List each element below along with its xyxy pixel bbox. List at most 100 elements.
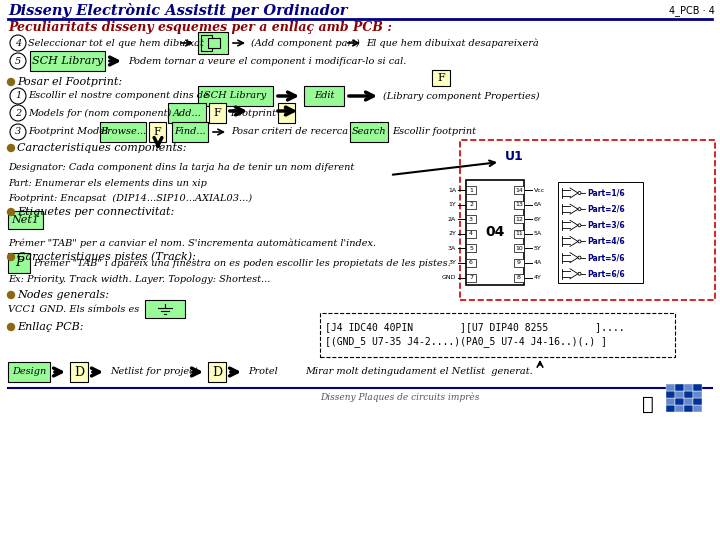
Text: 1: 1 [469,187,473,192]
Bar [168,103,206,123]
Circle shape [10,53,26,69]
Text: P: P [15,256,23,269]
Text: Seleccionar tot el que hem dibuixat: Seleccionar tot el que hem dibuixat [28,38,204,48]
Bar [693,398,702,405]
Bar [304,86,344,106]
Text: 4: 4 [15,38,21,48]
Bar [514,215,524,223]
Text: 6Y: 6Y [534,217,541,221]
Bar [466,230,476,238]
Text: Caracteristiques components:: Caracteristiques components: [17,143,186,153]
Circle shape [7,292,14,299]
Bar [666,405,675,412]
Bar [514,273,524,281]
Text: GND: GND [441,275,456,280]
Circle shape [10,88,26,104]
Circle shape [578,208,581,211]
Bar [466,244,476,252]
Text: 7: 7 [469,275,473,280]
Text: 9: 9 [517,260,521,266]
Text: SCH Library: SCH Library [32,56,103,66]
Circle shape [10,35,26,51]
Bar [693,405,702,412]
Circle shape [7,145,14,152]
Bar [30,51,105,71]
Text: Posar criteri de recerca: Posar criteri de recerca [231,127,348,137]
Circle shape [7,253,14,260]
Bar [514,259,524,267]
Bar [666,384,675,391]
Text: 2: 2 [15,109,21,118]
Bar [514,230,524,238]
Bar [350,122,388,142]
Text: Peculiaritats disseny esquemes per a enllaç amb PCB :: Peculiaritats disseny esquemes per a enl… [8,21,392,33]
Text: Find...: Find... [174,127,206,137]
Text: Part=3/6: Part=3/6 [587,221,625,230]
Text: 3A: 3A [448,246,456,251]
Text: 13: 13 [515,202,523,207]
Bar [684,384,693,391]
Text: Net1: Net1 [12,215,40,225]
Bar [514,244,524,252]
Bar [201,35,212,51]
Text: 2: 2 [469,202,473,207]
Circle shape [7,78,14,85]
Circle shape [7,208,14,215]
Text: D: D [212,366,222,379]
Text: Prémer "TAB" per a canviar el nom. S'incrementa automàticament l'index.: Prémer "TAB" per a canviar el nom. S'inc… [8,238,376,248]
Text: Part=5/6: Part=5/6 [587,253,624,262]
Text: 3Y: 3Y [448,260,456,266]
Text: F: F [437,73,445,83]
Circle shape [578,256,581,259]
Bar [466,273,476,281]
Bar [145,300,185,318]
Bar [684,391,693,398]
Text: (Library component Properties): (Library component Properties) [383,91,539,100]
Text: SCH Library: SCH Library [204,91,266,100]
Text: [(GND_5 U7-35 J4-2....)(PA0_5 U7-4 J4-16..)(.) ]: [(GND_5 U7-35 J4-2....)(PA0_5 U7-4 J4-16… [325,336,607,347]
Bar [514,200,524,208]
Text: 5Y: 5Y [534,246,541,251]
Text: [J4 IDC40 40PIN        ][U7 DIP40 8255        ]....: [J4 IDC40 40PIN ][U7 DIP40 8255 ].... [325,322,625,332]
Text: U1: U1 [505,151,523,164]
Text: Search: Search [351,127,387,137]
Text: Ex: Priority. Track width. Layer. Topology: Shortest...: Ex: Priority. Track width. Layer. Topolo… [8,275,271,285]
Text: Escollir footprint: Escollir footprint [392,127,476,137]
Bar [466,259,476,267]
Text: 6: 6 [469,260,473,266]
Text: Part: Enumerar els elements dins un xip: Part: Enumerar els elements dins un xip [8,179,207,187]
Text: 6A: 6A [534,202,542,207]
Text: Disseny Electrònic Assistit per Ordinador: Disseny Electrònic Assistit per Ordinado… [8,3,348,18]
Text: F: F [283,108,290,118]
Bar [100,122,146,142]
Circle shape [578,224,581,227]
Bar [149,122,166,142]
Circle shape [578,272,581,275]
Text: 1Y: 1Y [449,202,456,207]
Text: 4A: 4A [534,260,542,266]
Text: Design: Design [12,368,46,376]
Bar [666,398,675,405]
Bar [70,362,88,382]
Bar [466,200,476,208]
Text: Etiquetes per connectivitat:: Etiquetes per connectivitat: [17,207,174,217]
Text: Edit: Edit [314,91,334,100]
Text: Footprint: Footprint [230,109,276,118]
Circle shape [578,240,581,243]
Text: Add...: Add... [173,109,202,118]
Text: Posar el Footprint:: Posar el Footprint: [17,77,122,87]
Text: Browse...: Browse... [100,127,146,137]
Bar [684,405,693,412]
Text: 14: 14 [515,187,523,192]
Bar [320,313,675,357]
Text: Prémer "TAB" i apareix una finestra on es poden escollir les propietats de les p: Prémer "TAB" i apareix una finestra on e… [33,258,451,268]
Text: Vcc: Vcc [534,187,545,192]
Text: Escollir el nostre component dins de: Escollir el nostre component dins de [28,91,209,100]
Bar [278,103,295,123]
Bar [8,362,50,382]
Text: Footprint: Encapsat  (DIP14...SIP10...AXIAL03...): Footprint: Encapsat (DIP14...SIP10...AXI… [8,193,252,202]
Text: Enllaç PCB:: Enllaç PCB: [17,322,84,332]
Bar [198,86,273,106]
Text: 3: 3 [15,127,21,137]
Bar [675,391,684,398]
